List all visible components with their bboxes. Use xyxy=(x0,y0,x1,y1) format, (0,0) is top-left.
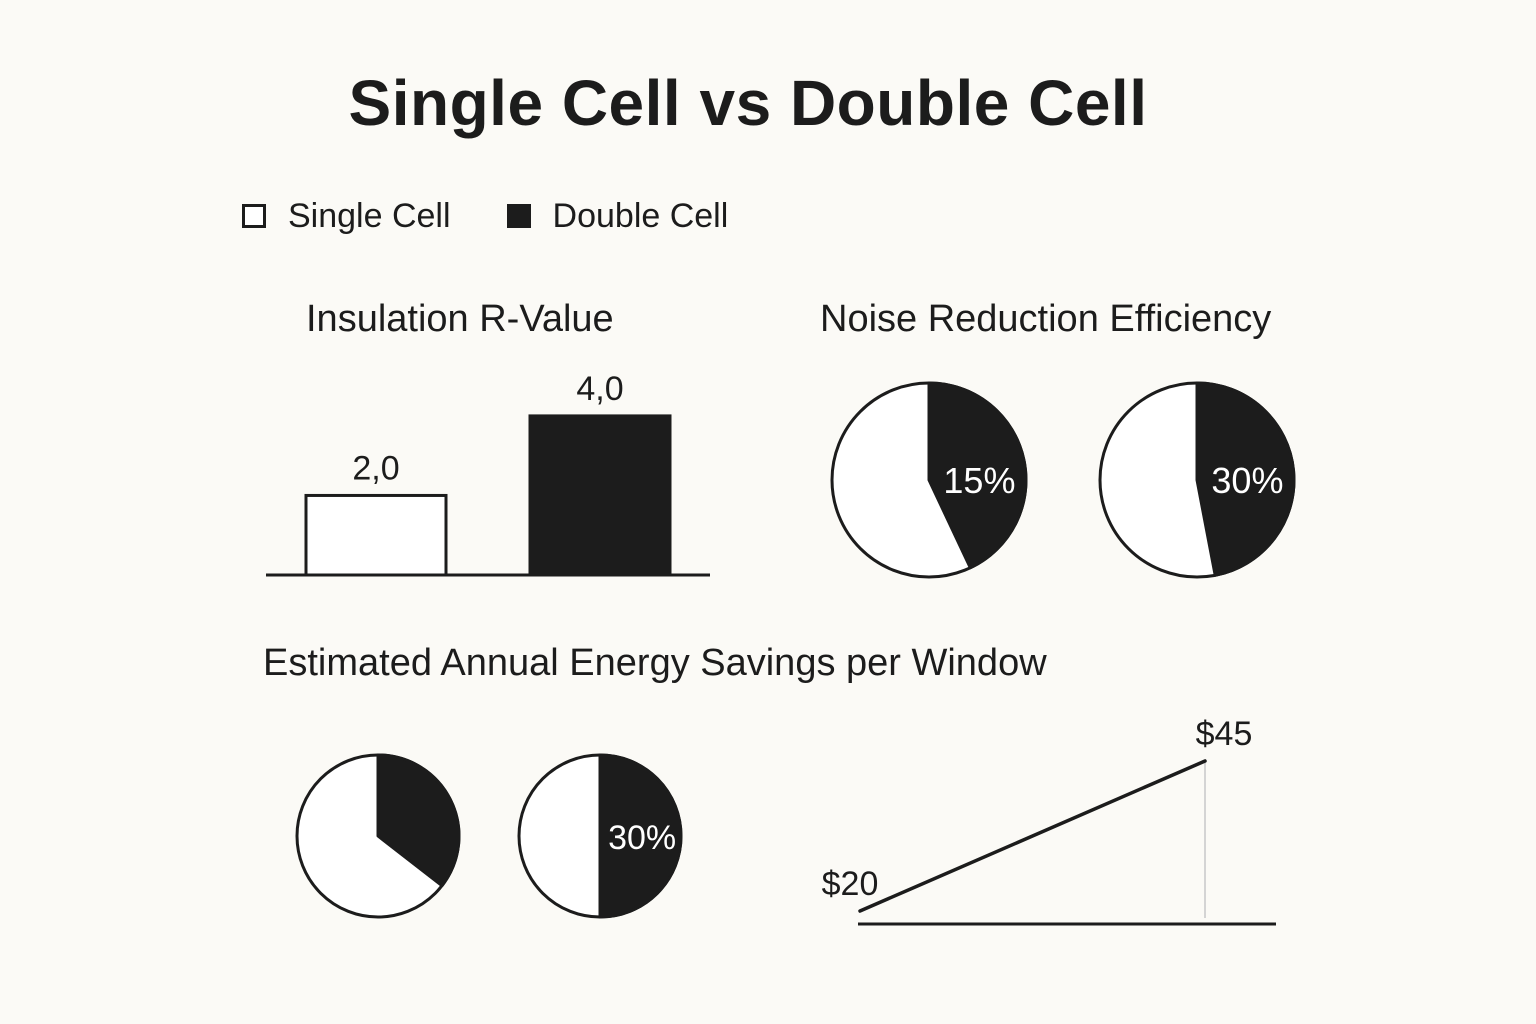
energy-pie-double-cell-slice xyxy=(598,753,683,919)
bar-single-cell xyxy=(304,493,448,577)
noise-pie-double-cell-slice xyxy=(1195,381,1296,577)
noise-pie-double-cell-label: 30% xyxy=(1211,460,1283,501)
savings-line xyxy=(858,759,1207,913)
energy-pie-single-cell-slice xyxy=(376,753,461,888)
legend-swatch-single-cell xyxy=(242,204,266,228)
legend: Single Cell Double Cell xyxy=(242,196,784,236)
chart-title: Single Cell vs Double Cell xyxy=(348,67,1148,139)
energy-pie-double-cell-label: 30% xyxy=(608,819,676,857)
bar-label-single-cell: 2,0 xyxy=(352,449,399,487)
legend-swatch-double-cell xyxy=(506,204,531,228)
legend-label-double-cell: Double Cell xyxy=(552,196,729,235)
legend-label-single-cell: Single Cell xyxy=(288,196,451,235)
energy-chart-title: Estimated Annual Energy Savings per Wind… xyxy=(263,642,1047,684)
legend-item-single-cell: Single Cell xyxy=(242,197,451,236)
noise-pie-single-cell-label: 15% xyxy=(943,460,1015,501)
line-label-single-cell: $20 xyxy=(822,865,879,903)
bar-double-cell xyxy=(528,414,672,577)
noise-pie-single-cell-slice xyxy=(927,381,1028,570)
insulation-chart-title: Insulation R-Value xyxy=(306,298,614,340)
bar-label-double-cell: 4,0 xyxy=(576,370,623,408)
line-label-double-cell: $45 xyxy=(1196,715,1253,753)
legend-item-double-cell: Double Cell xyxy=(506,196,729,236)
noise-chart-title: Noise Reduction Efficiency xyxy=(820,298,1272,340)
